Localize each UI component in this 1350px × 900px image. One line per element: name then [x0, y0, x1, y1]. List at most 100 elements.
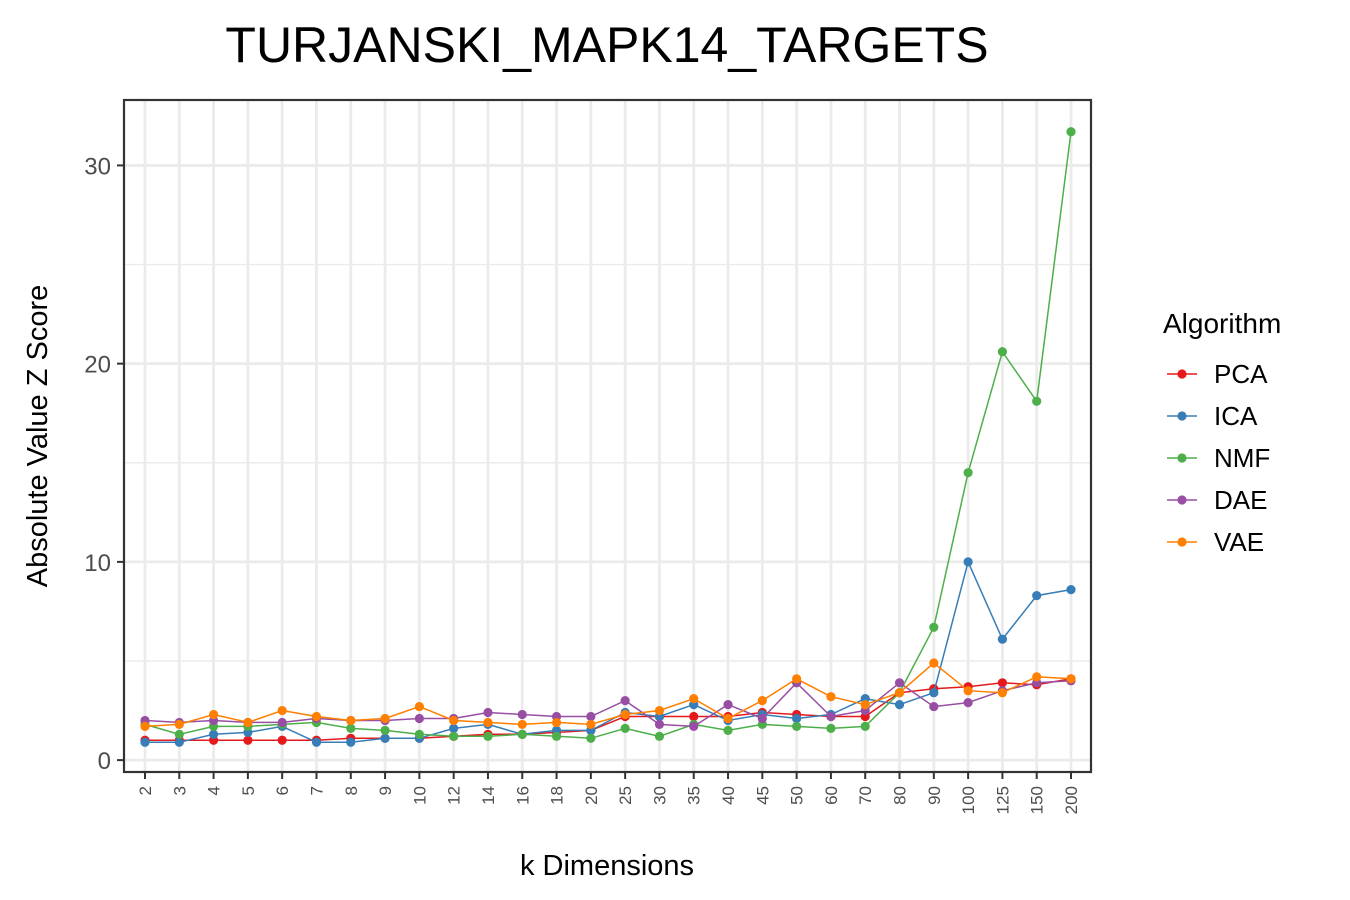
x-tick-label: 10 — [410, 786, 429, 805]
data-point-vae — [894, 688, 905, 698]
data-point-vae — [380, 713, 390, 724]
x-tick-label: 45 — [753, 786, 772, 805]
data-point-nmf — [380, 725, 390, 735]
legend-key-point — [1177, 495, 1187, 505]
panel-border — [122, 98, 1093, 774]
x-tick-label: 18 — [548, 786, 567, 805]
data-point-vae — [792, 674, 802, 684]
data-point-vae — [1032, 672, 1042, 682]
x-tick-label: 35 — [685, 786, 704, 805]
data-point-vae — [208, 709, 219, 720]
data-point-ica — [449, 723, 459, 733]
data-point-nmf — [723, 725, 733, 735]
series-line-dae — [144, 680, 1072, 728]
x-tick-label: 90 — [925, 786, 944, 805]
legend-title: Algorithm — [1163, 308, 1281, 339]
x-tick-label: 9 — [376, 786, 395, 795]
data-point-dae — [963, 698, 973, 708]
data-point-pca — [243, 735, 253, 745]
data-point-vae — [586, 719, 596, 730]
data-point-dae — [826, 711, 836, 722]
data-point-ica — [208, 729, 219, 739]
data-point-dae — [586, 711, 596, 722]
data-point-vae — [620, 709, 630, 720]
series-vae — [140, 658, 1076, 732]
x-tick-label: 20 — [582, 786, 601, 805]
data-point-vae — [551, 717, 562, 728]
data-point-ica — [140, 737, 150, 747]
x-tick-label: 125 — [993, 786, 1012, 814]
data-point-nmf — [346, 723, 356, 733]
series-nmf — [140, 127, 1076, 743]
data-point-dae — [483, 707, 493, 718]
data-point-dae — [414, 713, 424, 724]
series-line-pca — [145, 678, 1072, 742]
series-line-vae — [144, 662, 1072, 728]
legend-item-pca: PCA — [1167, 359, 1268, 389]
data-point-ica — [894, 700, 905, 710]
legend-key-point — [1177, 411, 1187, 421]
data-point-dae — [620, 696, 630, 706]
data-point-dae — [654, 719, 665, 730]
x-tick-label: 200 — [1062, 786, 1081, 814]
data-point-ica — [929, 688, 939, 698]
data-point-vae — [997, 688, 1008, 698]
data-point-dae — [277, 717, 287, 728]
x-tick-label: 100 — [959, 786, 978, 814]
x-tick-label: 150 — [1028, 786, 1047, 814]
data-point-vae — [414, 701, 424, 712]
data-point-ica — [997, 634, 1008, 644]
x-tick-label: 5 — [239, 786, 258, 795]
x-tick-label: 25 — [616, 786, 635, 805]
chart-title: TURJANSKI_MAPK14_TARGETS — [225, 17, 988, 73]
data-point-nmf — [826, 723, 836, 733]
series-line-nmf — [144, 131, 1072, 740]
data-point-pca — [689, 711, 699, 722]
data-point-dae — [757, 713, 767, 724]
data-point-ica — [174, 737, 184, 747]
legend-label: PCA — [1214, 359, 1268, 389]
x-tick-label: 7 — [307, 786, 326, 795]
data-point-vae — [757, 696, 767, 706]
data-point-vae — [174, 719, 184, 730]
x-tick-label: 16 — [513, 786, 532, 805]
x-tick-label: 12 — [445, 786, 464, 805]
x-tick-label: 8 — [342, 786, 361, 795]
data-point-pca — [277, 735, 287, 745]
data-point-nmf — [174, 729, 184, 739]
data-point-vae — [346, 715, 356, 726]
legend-item-dae: DAE — [1167, 485, 1267, 515]
data-point-nmf — [654, 731, 665, 741]
data-point-nmf — [551, 731, 562, 741]
data-point-ica — [380, 733, 390, 743]
x-tick-label: 50 — [788, 786, 807, 805]
legend-key-point — [1177, 369, 1187, 379]
legend-label: ICA — [1214, 401, 1258, 431]
data-point-nmf — [1032, 396, 1042, 406]
data-point-ica — [346, 737, 356, 747]
x-tick-label: 70 — [856, 786, 875, 805]
data-point-nmf — [620, 723, 630, 733]
data-point-nmf — [963, 468, 973, 478]
legend-key-point — [1177, 537, 1187, 547]
y-tick-label: 0 — [98, 748, 111, 775]
legend-label: NMF — [1214, 443, 1270, 473]
data-point-ica — [792, 713, 802, 724]
y-tick-label: 20 — [84, 352, 111, 379]
x-tick-label: 4 — [205, 786, 224, 795]
data-point-vae — [929, 658, 939, 668]
legend-item-nmf: NMF — [1167, 443, 1270, 473]
data-point-vae — [1066, 674, 1076, 684]
x-tick-label: 3 — [170, 786, 189, 795]
legend-item-ica: ICA — [1167, 401, 1258, 431]
data-point-nmf — [449, 731, 459, 741]
legend-label: VAE — [1214, 527, 1264, 557]
legend-item-vae: VAE — [1167, 527, 1264, 557]
data-point-nmf — [997, 347, 1008, 357]
data-point-vae — [483, 717, 493, 728]
data-point-nmf — [929, 622, 939, 632]
y-tick-label: 30 — [84, 153, 111, 180]
